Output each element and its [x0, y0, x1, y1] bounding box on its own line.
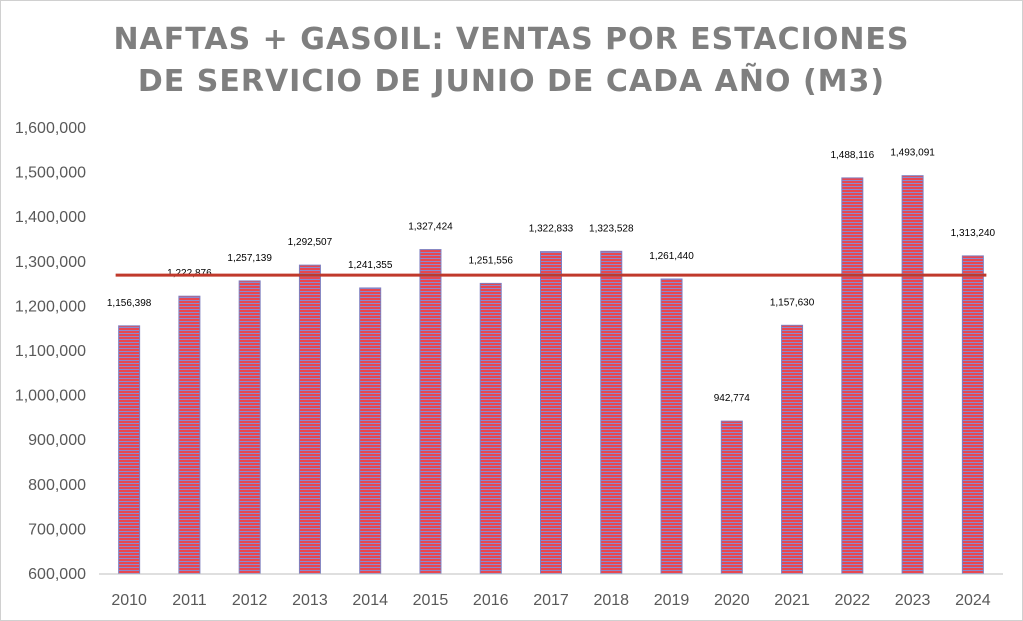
y-tick-label: 700,000 [28, 521, 86, 538]
bar [359, 287, 382, 575]
y-tick-label: 1,000,000 [15, 388, 86, 405]
data-label: 1,493,091 [890, 148, 935, 159]
x-tick-label: 2010 [111, 592, 147, 609]
data-label: 1,488,116 [830, 150, 874, 161]
data-label: 942,774 [714, 393, 751, 404]
x-tick-label: 2023 [895, 592, 931, 609]
data-label: 1,322,833 [529, 224, 574, 235]
data-label: 1,257,139 [227, 253, 272, 264]
bar [841, 177, 864, 575]
bar [419, 249, 442, 575]
y-tick-label: 900,000 [28, 432, 86, 449]
data-label: 1,156,398 [107, 298, 152, 309]
x-tick-label: 2016 [473, 592, 509, 609]
y-axis: 600,000 700,000 800,000 900,000 1,000,000 1,1… [15, 120, 86, 583]
y-tick-label: 1,200,000 [15, 298, 86, 315]
y-tick-label: 1,400,000 [15, 209, 86, 226]
bar [298, 264, 321, 575]
data-label: 1,157,630 [770, 297, 815, 308]
data-label: 1,323,528 [589, 223, 634, 234]
y-tick-label: 1,600,000 [15, 120, 86, 137]
y-tick-label: 1,500,000 [15, 165, 86, 182]
bar-series [118, 175, 984, 575]
bar [720, 420, 743, 575]
chart-title: NAFTAS + GASOIL: VENTAS POR ESTACIONES D… [1, 19, 1022, 103]
bar [118, 325, 141, 575]
x-tick-label: 2017 [533, 592, 569, 609]
data-label: 1,327,424 [408, 222, 453, 233]
bar [781, 324, 804, 575]
y-tick-label: 800,000 [28, 477, 86, 494]
bar [178, 295, 201, 575]
data-label: 1,241,355 [348, 260, 393, 271]
bar [660, 278, 683, 575]
bar [600, 250, 623, 575]
data-label: 1,313,240 [951, 228, 996, 239]
y-tick-label: 1,100,000 [15, 343, 86, 360]
x-tick-label: 2019 [654, 592, 690, 609]
x-tick-label: 2022 [835, 592, 871, 609]
x-axis: 2010 2011 2012 2013 2014 2015 2016 2017 2018 2019… [99, 573, 1003, 609]
bar [479, 282, 502, 575]
x-tick-label: 2020 [714, 592, 750, 609]
x-tick-label: 2024 [955, 592, 991, 609]
x-tick-label: 2014 [352, 592, 388, 609]
chart-title-line-2: DE SERVICIO DE JUNIO DE CADA AÑO (M3) [137, 64, 886, 99]
x-tick-label: 2015 [413, 592, 449, 609]
bar [540, 251, 562, 575]
bar [961, 255, 984, 575]
chart-title-line-1: NAFTAS + GASOIL: VENTAS POR ESTACIONES [113, 22, 910, 57]
data-label: 1,292,507 [288, 237, 333, 248]
x-tick-label: 2021 [774, 592, 810, 609]
data-label: 1,251,556 [468, 255, 513, 266]
data-label: 1,261,440 [649, 251, 694, 262]
y-tick-label: 1,300,000 [15, 254, 86, 271]
y-tick-label: 600,000 [28, 566, 86, 583]
x-tick-label: 2012 [232, 592, 268, 609]
bar [238, 280, 261, 575]
x-tick-label: 2018 [593, 592, 629, 609]
x-tick-label: 2011 [172, 592, 207, 609]
x-tick-label: 2013 [292, 592, 328, 609]
bar [901, 175, 924, 575]
